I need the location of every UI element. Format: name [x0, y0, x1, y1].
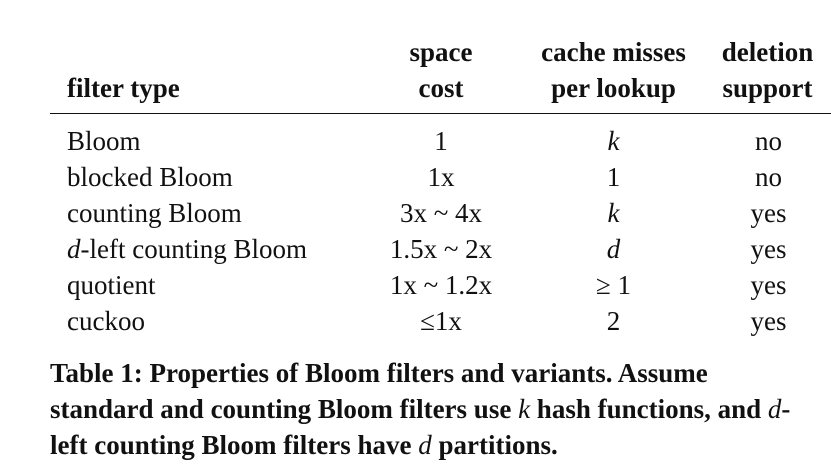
cell-cache-misses: ≥ 1	[595, 270, 632, 300]
caption-part3: -left counting Bloom filters have	[50, 394, 791, 460]
table-caption: Table 1: Properties of Bloom filters and…	[50, 355, 810, 463]
caption-part4: partitions.	[431, 430, 558, 460]
header-cache-misses: cache misses per lookup	[523, 34, 704, 114]
cell-space-cost: 1x	[427, 162, 455, 192]
header-space-cost: space cost	[359, 34, 523, 114]
table-row-quotient: quotient 1x ~ 1.2x ≥ 1 yes	[50, 267, 831, 303]
properties-table-container: filter type space cost cache misses per …	[50, 34, 831, 339]
cell-cache-misses: 2	[606, 306, 621, 336]
cell-deletion-support: yes	[750, 306, 787, 336]
cell-cache-misses: 1	[606, 162, 621, 192]
cell-space-cost: 1	[434, 126, 448, 156]
header-space-cost-line2: cost	[418, 73, 464, 103]
cell-cache-misses: d	[606, 234, 621, 264]
table-row-blocked-bloom: blocked Bloom 1x 1 no	[50, 159, 831, 195]
cell-filter-type: d-left counting Bloom	[50, 231, 359, 267]
table-row-counting-bloom: counting Bloom 3x ~ 4x k yes	[50, 195, 831, 231]
table-row-cuckoo: cuckoo ≤1x 2 yes	[50, 303, 831, 339]
cell-filter-type: blocked Bloom	[67, 162, 233, 192]
caption-part2: hash functions, and	[530, 394, 768, 424]
cell-cache-misses: k	[607, 198, 620, 228]
cell-filter-type-prefix: d	[67, 234, 81, 264]
cell-filter-type-rest: -left counting Bloom	[80, 234, 307, 264]
cell-space-cost: 1x ~ 1.2x	[389, 270, 493, 300]
header-deletion-line2: support	[722, 73, 813, 103]
cell-deletion-support: no	[755, 162, 782, 192]
cell-space-cost: 1.5x ~ 2x	[389, 234, 493, 264]
header-deletion-support: deletion support	[704, 34, 831, 114]
cell-filter-type: quotient	[67, 270, 156, 300]
cell-cache-misses: k	[607, 126, 620, 156]
cell-filter-type: cuckoo	[67, 306, 145, 336]
cell-deletion-support: yes	[750, 198, 787, 228]
header-space-cost-line1: space	[409, 37, 473, 67]
cell-space-cost: ≤1x	[420, 306, 462, 336]
header-filter-type: filter type	[50, 34, 359, 114]
table-row-d-left-counting-bloom: d-left counting Bloom 1.5x ~ 2x d yes	[50, 231, 831, 267]
table-body: Bloom 1 k no blocked Bloom 1x 1 no count…	[50, 114, 831, 340]
cell-filter-type: Bloom	[67, 126, 141, 156]
table-row-bloom: Bloom 1 k no	[50, 114, 831, 160]
header-filter-type-label: filter type	[67, 73, 180, 103]
cell-deletion-support: yes	[750, 234, 787, 264]
cell-deletion-support: no	[755, 126, 782, 156]
table-header: filter type space cost cache misses per …	[50, 34, 831, 114]
caption-part1: Table 1: Properties of Bloom filters and…	[50, 358, 708, 424]
header-cache-misses-line1: cache misses	[541, 37, 686, 67]
properties-table: filter type space cost cache misses per …	[50, 34, 831, 339]
cell-filter-type: counting Bloom	[67, 198, 242, 228]
caption-d1: d	[767, 394, 782, 424]
cell-deletion-support: yes	[750, 270, 787, 300]
header-row: filter type space cost cache misses per …	[50, 34, 831, 114]
cell-space-cost: 3x ~ 4x	[399, 198, 483, 228]
caption-d2: d	[418, 430, 432, 460]
caption-k: k	[518, 394, 531, 424]
header-deletion-line1: deletion	[721, 37, 814, 67]
header-cache-misses-line2: per lookup	[551, 73, 676, 103]
